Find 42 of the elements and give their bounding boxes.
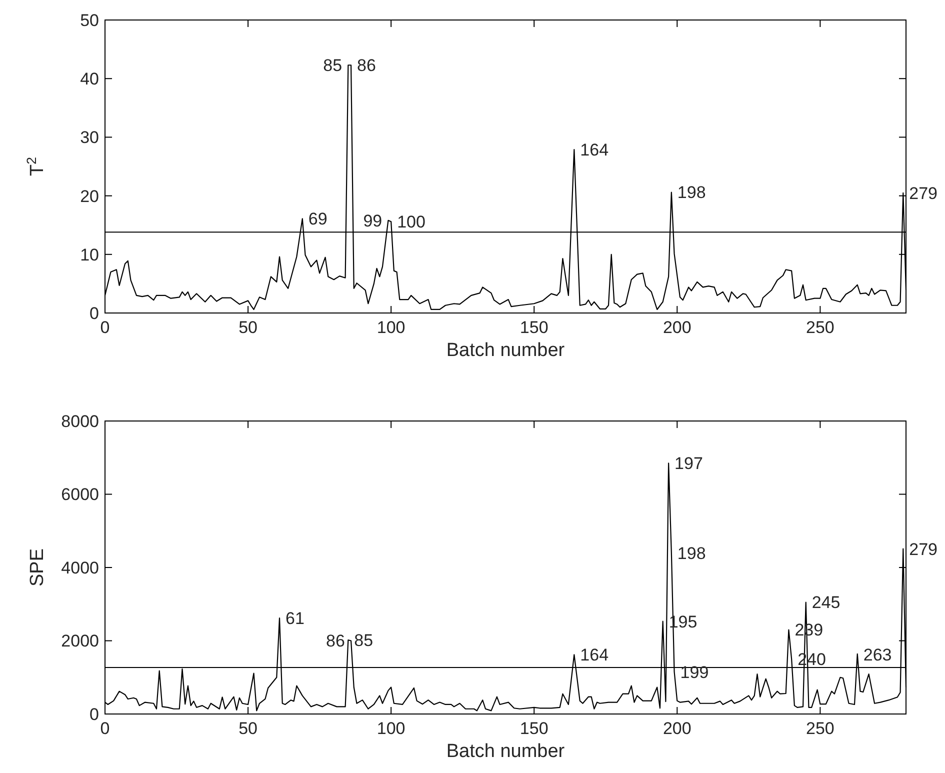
annotation: 199 — [680, 662, 709, 682]
y-axis-title: SPE — [27, 548, 48, 587]
annotation: 100 — [397, 212, 426, 232]
y-tick-label: 4000 — [61, 558, 99, 578]
annotation: 198 — [677, 183, 706, 202]
annotation: 279 — [909, 540, 938, 559]
y-tick-label: 40 — [80, 70, 99, 89]
y-tick-label: 2000 — [61, 632, 99, 651]
x-tick-label: 200 — [662, 318, 692, 337]
x-tick-label: 100 — [376, 719, 406, 738]
x-tick-label: 250 — [806, 318, 834, 337]
annotation: 198 — [677, 544, 706, 563]
x-tick-label: 50 — [238, 719, 258, 738]
annotation: 85 — [323, 56, 342, 76]
x-tick-label: 250 — [806, 719, 834, 738]
annotation: 164 — [580, 140, 609, 160]
y-tick-label: 8000 — [61, 412, 99, 431]
y-tick-label: 20 — [80, 186, 99, 206]
x-tick-label: 200 — [662, 719, 692, 738]
annotation: 61 — [286, 608, 304, 628]
y-tick-label: 0 — [90, 304, 99, 323]
y-tick-label: 10 — [80, 245, 99, 264]
x-tick-label: 100 — [376, 318, 406, 337]
x-tick-label: 50 — [238, 318, 258, 337]
x-axis-title: Batch number — [446, 340, 566, 361]
annotation: 86 — [357, 56, 376, 76]
y-tick-label: 6000 — [61, 485, 99, 504]
annotation: 99 — [363, 211, 382, 230]
y-tick-label: 0 — [90, 704, 99, 724]
x-tick-label: 150 — [520, 318, 548, 337]
y-tick-label: 50 — [80, 10, 99, 30]
x-tick-label: 150 — [520, 719, 548, 738]
annotation: 69 — [308, 210, 328, 229]
annotation: 279 — [909, 184, 938, 203]
annotation: 245 — [812, 593, 840, 612]
annotation: 86 — [326, 632, 345, 651]
annotation: 197 — [674, 454, 703, 474]
annotation: 263 — [863, 646, 892, 665]
y-tick-label: 30 — [80, 128, 99, 148]
annotation: 85 — [354, 630, 374, 650]
annotation: 164 — [580, 646, 609, 665]
x-axis-title: Batch number — [446, 741, 566, 762]
